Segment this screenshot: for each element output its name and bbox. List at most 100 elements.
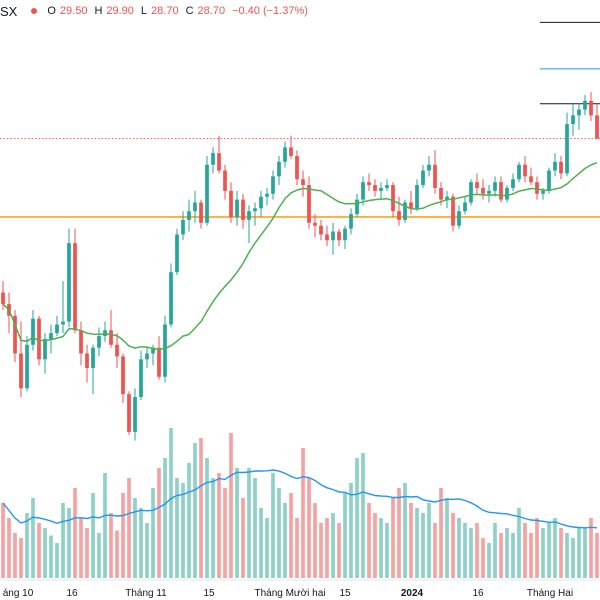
- volume-bar: [517, 508, 521, 578]
- candle-body: [277, 161, 281, 177]
- volume-bar: [457, 518, 461, 578]
- candles-layer: [1, 92, 599, 441]
- candle-body: [325, 234, 329, 241]
- volume-bar: [133, 498, 137, 578]
- candle-body: [43, 338, 47, 360]
- candle-body: [109, 330, 113, 345]
- candle-body: [481, 187, 485, 194]
- volume-bar: [151, 488, 155, 578]
- volume-bar: [85, 528, 89, 578]
- candle-body: [463, 202, 467, 212]
- candle-body: [229, 190, 233, 218]
- volume-bar: [301, 448, 305, 578]
- volume-bar: [91, 493, 95, 578]
- volume-bar: [217, 473, 221, 578]
- volume-bar: [115, 530, 119, 578]
- volume-bar: [163, 458, 167, 578]
- volume-bar: [421, 513, 425, 578]
- candle-body: [457, 211, 461, 226]
- volume-sma-line: [2, 469, 598, 529]
- candle-body: [223, 170, 227, 191]
- volume-bar: [175, 478, 179, 578]
- candle-body: [391, 185, 395, 212]
- volume-bar: [121, 493, 125, 578]
- volume-bar: [385, 523, 389, 578]
- volume-bar: [271, 473, 275, 578]
- volume-bar: [439, 488, 443, 578]
- x-axis-label: 15: [203, 588, 215, 599]
- volume-bar: [187, 463, 191, 578]
- candle-body: [397, 211, 401, 220]
- volume-bar: [349, 483, 353, 578]
- candle-body: [367, 182, 371, 186]
- candle-body: [589, 100, 593, 116]
- volume-bar: [547, 523, 551, 578]
- volume-bar: [595, 533, 599, 578]
- candle-body: [199, 202, 203, 223]
- candle-body: [193, 202, 197, 212]
- price-sma-line: [2, 161, 598, 351]
- candle-body: [91, 347, 95, 369]
- candle-body: [571, 115, 575, 125]
- volume-bar: [1, 503, 5, 578]
- candle-body: [265, 193, 269, 197]
- volume-bar: [211, 478, 215, 578]
- volume-bar: [61, 503, 65, 578]
- volume-bar: [169, 428, 173, 578]
- candle-body: [373, 185, 377, 191]
- volume-bar: [49, 535, 53, 578]
- volume-bar: [451, 513, 455, 578]
- volume-bar: [487, 543, 491, 578]
- volume-bar: [139, 508, 143, 578]
- volume-bar: [535, 518, 539, 578]
- volume-bar: [199, 438, 203, 578]
- volume-bar: [181, 483, 185, 578]
- volume-bar: [19, 538, 23, 578]
- volume-bar: [25, 513, 29, 578]
- volume-bar: [37, 523, 41, 578]
- candle-body: [97, 336, 101, 348]
- candle-body: [421, 170, 425, 186]
- volume-bar: [529, 533, 533, 578]
- volume-bar: [295, 518, 299, 578]
- volume-bar: [565, 533, 569, 578]
- candle-body: [307, 185, 311, 223]
- candle-body: [445, 196, 449, 200]
- volume-bar: [379, 518, 383, 578]
- volume-bar: [313, 503, 317, 578]
- x-axis-label: 16: [472, 588, 484, 599]
- candle-body: [451, 196, 455, 226]
- candle-body: [67, 243, 71, 322]
- candle-body: [487, 190, 491, 194]
- volume-bar: [373, 513, 377, 578]
- volume-bar: [241, 498, 245, 578]
- volume-bar: [445, 498, 449, 578]
- moving-averages-layer: [2, 161, 598, 529]
- volume-bar: [79, 518, 83, 578]
- candle-body: [115, 344, 119, 357]
- volume-bar: [253, 478, 257, 578]
- candle-body: [49, 333, 53, 339]
- volume-bar: [403, 483, 407, 578]
- candle-body: [145, 353, 149, 360]
- candle-body: [259, 196, 263, 209]
- change-value: −0.40 (−1.37%): [232, 5, 308, 17]
- candle-body: [427, 164, 431, 171]
- x-axis-label: Tháng Hai: [527, 588, 573, 599]
- candle-body: [55, 324, 59, 334]
- candle-body: [337, 231, 341, 241]
- low-label: L: [140, 5, 148, 17]
- volume-bar: [523, 523, 527, 578]
- volume-bar: [31, 498, 35, 578]
- candle-body: [331, 231, 335, 241]
- candle-body: [19, 353, 23, 389]
- candle-body: [151, 347, 155, 354]
- candle-body: [517, 164, 521, 180]
- volume-bar: [577, 528, 581, 578]
- candle-body: [169, 272, 173, 325]
- volume-bar: [289, 493, 293, 578]
- x-axis-label: áng 10: [3, 588, 34, 599]
- volume-bar: [505, 528, 509, 578]
- candle-body: [535, 182, 539, 194]
